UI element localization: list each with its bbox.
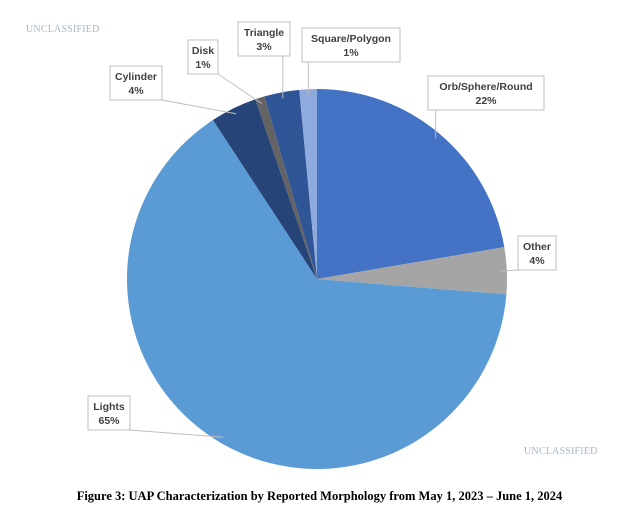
data-label-box-cylinder bbox=[109, 65, 163, 101]
data-label-box-disk bbox=[187, 39, 219, 75]
leader-line-lights bbox=[129, 429, 224, 438]
leader-line-disk bbox=[217, 73, 262, 104]
pie-slice-orb-sphere-round bbox=[317, 89, 505, 279]
data-label-box-other bbox=[517, 235, 557, 271]
data-label-name-other: Other bbox=[523, 241, 551, 253]
data-label-box-orb-sphere-round bbox=[427, 75, 545, 111]
figure-caption: Figure 3: UAP Characterization by Report… bbox=[76, 489, 563, 503]
data-label-name-cylinder: Cylinder bbox=[115, 71, 157, 83]
pie-slice-square-polygon bbox=[299, 89, 317, 279]
data-label-name-lights: Lights bbox=[93, 401, 125, 413]
data-label-value-orb-sphere-round: 22% bbox=[475, 95, 497, 107]
data-label-value-disk: 1% bbox=[195, 59, 211, 71]
label-leader-lines bbox=[129, 56, 519, 438]
pie-slice-triangle bbox=[264, 89, 317, 279]
data-labels: Orb/Sphere/Round 22% Other 4% Lights 65% Cylin… bbox=[87, 21, 557, 431]
pie-chart: Orb/Sphere/Round 22% Other 4% Lights 65% Cylin… bbox=[87, 21, 557, 469]
data-label-box-triangle bbox=[237, 21, 291, 57]
data-label-box-square-polygon bbox=[301, 27, 401, 63]
classification-marking-top: UNCLASSIFIED bbox=[26, 24, 100, 35]
data-label-value-other: 4% bbox=[529, 255, 545, 267]
pie-slice-disk bbox=[255, 96, 317, 280]
data-label-value-triangle: 3% bbox=[256, 41, 272, 53]
data-label-name-disk: Disk bbox=[192, 45, 214, 57]
classification-marking-bottom: UNCLASSIFIED bbox=[524, 446, 598, 457]
leader-line-other bbox=[500, 269, 519, 272]
pie-slice-other bbox=[317, 247, 508, 295]
data-label-value-cylinder: 4% bbox=[128, 85, 144, 97]
data-label-name-square-polygon: Square/Polygon bbox=[311, 33, 391, 45]
data-label-value-square-polygon: 1% bbox=[343, 47, 359, 59]
pie-slices bbox=[127, 89, 508, 469]
data-label-box-lights bbox=[87, 395, 131, 431]
leader-line-cylinder bbox=[161, 99, 237, 115]
pie-slice-cylinder bbox=[212, 99, 317, 280]
pie-slice-lights bbox=[127, 120, 507, 469]
data-label-value-lights: 65% bbox=[98, 415, 120, 427]
data-label-name-orb-sphere-round: Orb/Sphere/Round bbox=[439, 81, 532, 93]
data-label-name-triangle: Triangle bbox=[244, 27, 284, 39]
